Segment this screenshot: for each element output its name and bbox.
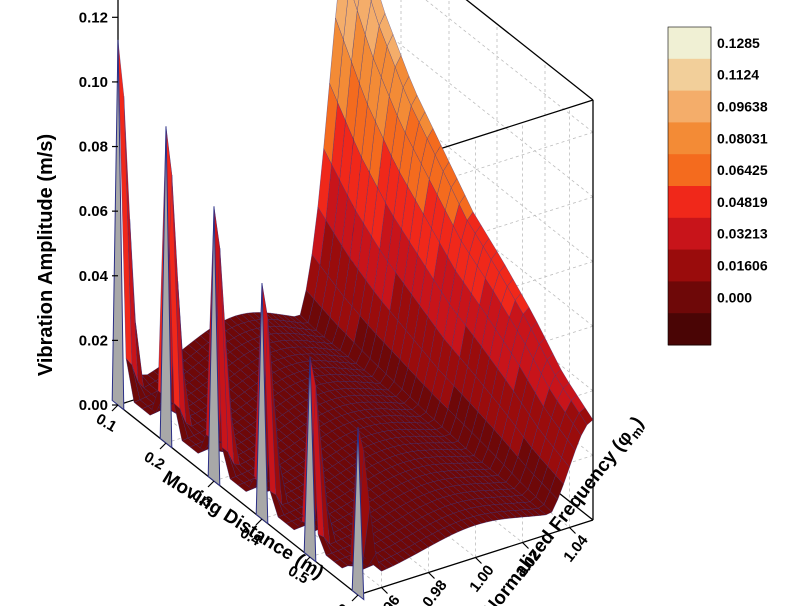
colorbar-segment bbox=[668, 217, 711, 251]
z-tick-label: 0.00 bbox=[79, 397, 108, 414]
colorbar-label: 0.06425 bbox=[717, 162, 768, 178]
axis-edge bbox=[465, 0, 594, 101]
x-tick-mark bbox=[207, 480, 215, 488]
y-tick-label: 0.96 bbox=[372, 592, 403, 606]
colorbar-label: 0.03213 bbox=[717, 226, 768, 242]
z-tick-label: 0.12 bbox=[79, 9, 108, 26]
colorbar: 0.1285 0.1124 0.09638 0.08031 0.06425 0.04819… bbox=[667, 26, 768, 346]
y-tick-label: 1.04 bbox=[560, 531, 592, 565]
x-tick-mark bbox=[351, 594, 359, 602]
y-tick-mark bbox=[428, 572, 435, 579]
colorbar-segment bbox=[668, 154, 711, 187]
y-tick-label: 0.98 bbox=[419, 577, 450, 606]
y-tick-mark bbox=[381, 587, 388, 594]
x-tick-label: 0.1 bbox=[93, 411, 120, 436]
y-tick-mark bbox=[522, 542, 529, 549]
x-tick-mark bbox=[303, 556, 311, 564]
z-tick-label: 0.04 bbox=[79, 268, 109, 285]
colorbar-label: 0.1285 bbox=[717, 35, 760, 51]
x-tick-label: 0.2 bbox=[141, 449, 168, 474]
x-tick-mark bbox=[111, 404, 119, 412]
colorbar-label: 0.1124 bbox=[717, 67, 759, 83]
y-tick-mark bbox=[569, 527, 576, 534]
colorbar-label: 0.04819 bbox=[717, 194, 768, 210]
colorbar-segment bbox=[668, 249, 711, 282]
x-tick-mark bbox=[255, 518, 263, 526]
x-tick-mark bbox=[159, 442, 167, 450]
colorbar-segment bbox=[668, 58, 711, 92]
x-tick-label: 0.6 bbox=[333, 601, 360, 606]
colorbar-frame bbox=[667, 26, 712, 346]
colorbar-segment bbox=[668, 186, 711, 219]
surface bbox=[111, 0, 594, 601]
surface-patch bbox=[117, 39, 133, 366]
z-axis-label: Vibration Amplitude (m/s) bbox=[35, 134, 57, 376]
z-tick-label: 0.10 bbox=[79, 74, 108, 91]
z-tick-label: 0.02 bbox=[79, 332, 108, 349]
colorbar-label: 0.09638 bbox=[717, 99, 768, 115]
colorbar-label: 0.000 bbox=[717, 289, 752, 305]
z-tick-label: 0.08 bbox=[79, 139, 108, 156]
colorbar-segment bbox=[668, 27, 711, 60]
colorbar-segment bbox=[668, 90, 711, 123]
colorbar-label: 0.08031 bbox=[717, 130, 768, 146]
colorbar-segment bbox=[668, 122, 711, 155]
colorbar-segment bbox=[668, 281, 711, 314]
z-tick-label: 0.06 bbox=[79, 203, 108, 220]
axis-edge bbox=[117, 404, 359, 596]
colorbar-label: 0.01606 bbox=[717, 258, 768, 274]
y-tick-mark bbox=[475, 557, 482, 564]
colorbar-segment bbox=[668, 313, 711, 346]
